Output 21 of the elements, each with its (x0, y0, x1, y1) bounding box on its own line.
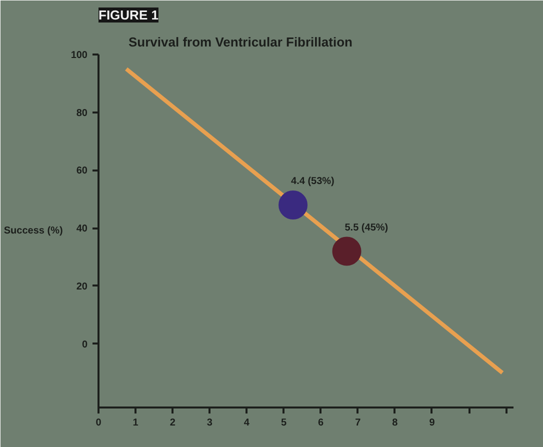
x-tick-label: 8 (392, 418, 398, 428)
chart-title: FIGURE 1 (98, 8, 158, 22)
x-tick-label: 5 (280, 418, 287, 428)
x-tick-label: 4 (244, 418, 250, 428)
x-tick-label: 2 (170, 418, 176, 428)
x-tick-label: 7 (355, 418, 362, 428)
x-tick-label: 3 (206, 418, 213, 428)
y-axis-title: Success (%) (4, 226, 63, 236)
y-tick-label: 40 (76, 224, 88, 235)
y-tick-label: 0 (82, 339, 88, 350)
chart-subtitle: Survival from Ventricular Fibrillation (128, 34, 353, 50)
data-label: 5.5 (45%) (344, 222, 388, 234)
x-tick-label: 6 (318, 418, 324, 428)
x-tick-label: 0 (96, 418, 102, 428)
x-tick-label: 9 (429, 418, 436, 428)
y-tick-label: 20 (76, 281, 88, 292)
y-tick-label: 80 (76, 108, 88, 119)
y-tick-label: 100 (70, 50, 88, 61)
y-tick-label: 60 (76, 166, 88, 177)
data-label: 4.4 (53%) (291, 176, 334, 187)
x-tick-label: 1 (132, 418, 139, 428)
